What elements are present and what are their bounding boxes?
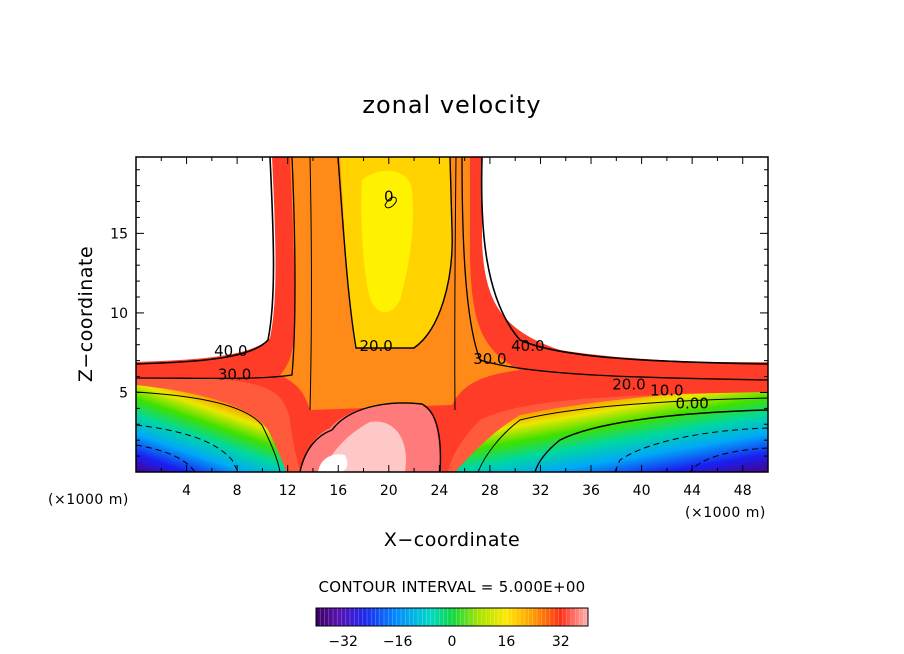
- y-axis: 5 10 15: [110, 169, 768, 457]
- contour-interval-label: CONTOUR INTERVAL = 5.000E+00: [318, 578, 585, 596]
- y-tick-label: 15: [110, 226, 128, 242]
- colorbar-fill: [316, 608, 588, 626]
- contour-label: 40.0: [214, 342, 247, 360]
- contour-column-left-edge: [309, 157, 312, 411]
- x-tick-label: 40: [633, 483, 651, 499]
- contour-0-small: [384, 196, 397, 209]
- surface-white: [318, 454, 348, 472]
- contour-label: 30.0: [473, 350, 506, 368]
- contour-labels: 40.0 30.0 20.0 30.0 40.0 20.0 10.00.00 0: [214, 188, 709, 413]
- contour-low-right-4: [689, 447, 768, 472]
- contour-30-right: [461, 157, 768, 381]
- colorbar-tick-label: 0: [448, 634, 457, 650]
- colorbar-tick-label: −16: [383, 634, 413, 650]
- contour-column-right-edge: [454, 157, 457, 411]
- contour-low-right-1: [477, 397, 768, 472]
- contour-low-right-2: [534, 409, 768, 472]
- y-tick-label: 5: [119, 385, 128, 401]
- contour-40-left: [136, 157, 275, 365]
- x-tick-label: 16: [329, 483, 347, 499]
- contour-surface-closed: [299, 402, 442, 472]
- contour-label: 30.0: [218, 366, 251, 384]
- x-tick-label: 4: [182, 483, 191, 499]
- plot-frame: [135, 156, 769, 473]
- x-unit-left: (×1000 m): [48, 492, 129, 508]
- right-jet: [455, 388, 768, 472]
- x-axis-label: X−coordinate: [384, 529, 520, 551]
- chart-title: zonal velocity: [362, 91, 541, 119]
- colorbar: −32 −16 0 16 32: [315, 607, 589, 650]
- colorbar-frame: [315, 607, 589, 627]
- x-tick-label: 24: [430, 483, 448, 499]
- contour-label: 20.0: [612, 375, 645, 393]
- y-axis-label: Z−coordinate: [75, 246, 97, 382]
- contour-label: 10.0: [650, 382, 683, 400]
- colorbar-tick-label: −32: [328, 634, 358, 650]
- contour-20: [337, 157, 453, 349]
- column-core-bright: [361, 170, 414, 313]
- x-tick-label: 48: [734, 483, 752, 499]
- x-tick-label: 44: [683, 483, 701, 499]
- x-axis: 4 8 12 16 20 24 28 32 36 40 44 48: [160, 157, 752, 499]
- colorbar-tick-label: 32: [552, 634, 570, 650]
- contour-low-right-3: [614, 427, 768, 472]
- left-jet: [136, 385, 286, 472]
- contour-low-left-2: [136, 424, 239, 472]
- x-tick-label: 28: [481, 483, 499, 499]
- contour-label: 40.0: [511, 337, 544, 355]
- x-tick-label: 36: [582, 483, 600, 499]
- contour-label: 0: [384, 188, 394, 206]
- x-tick-label: 32: [532, 483, 550, 499]
- x-tick-label: 20: [380, 483, 398, 499]
- contour-30-left: [136, 157, 296, 380]
- contour-40-right: [480, 157, 768, 365]
- contour-label: 0.00: [675, 394, 708, 412]
- contour-lines: [136, 157, 768, 472]
- colorbar-tick-label: 16: [497, 634, 515, 650]
- x-tick-label: 8: [233, 483, 242, 499]
- contour-low-left-1: [136, 391, 281, 472]
- contour-field: [136, 157, 768, 472]
- contour-low-left-3: [136, 444, 196, 472]
- x-unit-right: (×1000 m): [685, 505, 766, 521]
- y-tick-label: 10: [110, 306, 128, 322]
- contour-label: 20.0: [359, 337, 392, 355]
- x-tick-label: 12: [279, 483, 297, 499]
